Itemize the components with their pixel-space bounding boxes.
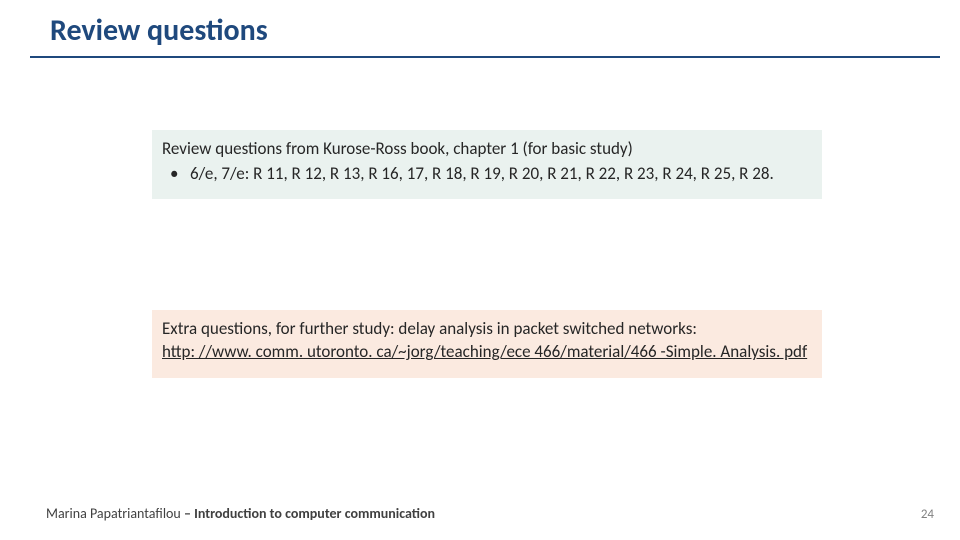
box2-text: Extra questions, for further study: dela… (162, 318, 697, 339)
footer-sep: – (184, 505, 194, 522)
page-number: 24 (921, 507, 934, 522)
review-questions-box: Review questions from Kurose-Ross book, … (152, 130, 822, 199)
extra-link[interactable]: http: //www. comm. utoronto. ca/~jorg/te… (162, 341, 807, 362)
extra-questions-box: Extra questions, for further study: dela… (152, 310, 822, 378)
footer-author: Marina Papatriantafilou (46, 505, 184, 522)
box1-bullet-row: • 6/e, 7/e: R 11, R 12, R 13, R 16, 17, … (162, 163, 812, 185)
footer-course: Introduction to computer communication (194, 505, 435, 522)
box1-heading: Review questions from Kurose-Ross book, … (162, 138, 812, 159)
title-underline (30, 56, 940, 58)
footer: Marina Papatriantafilou – Introduction t… (46, 505, 435, 522)
bullet-icon: • (170, 163, 190, 185)
box1-bullet-text: 6/e, 7/e: R 11, R 12, R 13, R 16, 17, R … (190, 163, 812, 185)
page-title: Review questions (50, 12, 268, 49)
slide: Review questions Review questions from K… (0, 0, 960, 540)
